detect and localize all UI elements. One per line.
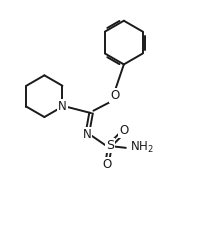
Text: N: N — [58, 100, 67, 113]
Text: S: S — [106, 139, 114, 152]
Text: O: O — [110, 89, 120, 102]
Text: O: O — [119, 124, 128, 138]
Text: NH$_2$: NH$_2$ — [130, 140, 154, 155]
Text: N: N — [83, 128, 91, 141]
Text: O: O — [102, 158, 112, 171]
